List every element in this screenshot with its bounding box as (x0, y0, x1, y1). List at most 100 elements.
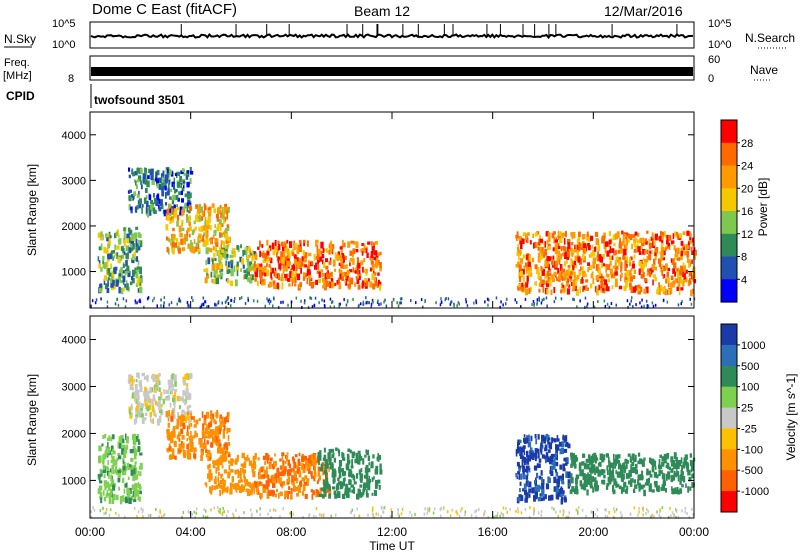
echo-cell (186, 425, 189, 433)
echo-cell (565, 260, 568, 264)
echo-cell (319, 250, 321, 256)
scatter-cell (690, 302, 693, 306)
echo-cell (296, 247, 300, 254)
echo-cell (280, 241, 284, 247)
scatter-cell (140, 507, 142, 511)
echo-cell (623, 233, 627, 238)
echo-cell (227, 471, 231, 476)
echo-cell (130, 206, 133, 212)
echo-cell (578, 467, 582, 471)
echo-cell (654, 481, 658, 488)
echo-cell (620, 266, 623, 271)
echo-cell (518, 275, 522, 282)
scatter-cell (313, 514, 315, 518)
scatter-cell (579, 299, 581, 303)
echo-cell (631, 263, 635, 269)
echo-cell (160, 403, 163, 408)
echo-cell (564, 274, 567, 280)
echo-cell (357, 450, 361, 455)
echo-cell (652, 279, 654, 286)
echo-cell (303, 240, 306, 247)
echo-cell (562, 284, 564, 288)
echo-cell (281, 452, 285, 457)
scatter-cell (529, 506, 531, 510)
colorbar-swatch (721, 233, 737, 258)
echo-cell (219, 479, 223, 485)
echo-cell (689, 277, 691, 283)
echo-cell (183, 172, 187, 176)
echo-cell (283, 470, 286, 475)
echo-cell (152, 418, 154, 424)
echo-cell (185, 234, 189, 242)
echo-cell (107, 280, 109, 287)
scatter-cell (603, 299, 606, 303)
echo-cell (228, 464, 231, 471)
echo-cell (536, 472, 539, 479)
echo-cell (167, 430, 170, 434)
echo-cell (136, 205, 139, 210)
echo-cell (525, 288, 529, 296)
echo-cell (662, 480, 666, 486)
echo-cell (660, 265, 663, 273)
echo-cell (616, 471, 621, 478)
echo-cell (578, 231, 581, 237)
echo-cell (674, 278, 677, 283)
echo-cell (251, 274, 254, 281)
echo-cell (625, 280, 628, 284)
echo-cell (598, 284, 601, 291)
echo-cell (300, 261, 304, 266)
echo-cell (554, 249, 558, 255)
scatter-cell (269, 509, 271, 512)
echo-cell (526, 465, 528, 470)
echo-cell (615, 256, 619, 263)
echo-cell (556, 438, 560, 442)
echo-cell (133, 465, 136, 469)
echo-cell (112, 462, 115, 467)
echo-cell (226, 214, 229, 220)
echo-cell (182, 239, 186, 245)
scatter-cell (215, 303, 218, 307)
scatter-cell (238, 515, 240, 519)
echo-cell (322, 470, 325, 476)
scatter-cell (659, 515, 662, 519)
echo-cell (112, 256, 114, 261)
echo-cell (219, 209, 222, 215)
echo-cell (116, 252, 119, 259)
echo-cell (286, 469, 289, 474)
scatter-cell (495, 296, 498, 300)
echo-cell (259, 481, 262, 485)
scatter-cell (475, 509, 478, 513)
echo-cell (347, 487, 351, 493)
echo-cell (350, 465, 354, 469)
echo-cell (595, 285, 598, 293)
echo-cell (107, 253, 110, 260)
echo-cell (518, 268, 523, 273)
echo-cell (572, 232, 576, 239)
echo-cell (150, 200, 153, 204)
echo-cell (643, 288, 647, 294)
scatter-cell (309, 296, 311, 300)
echo-cell (655, 474, 659, 479)
echo-cell (185, 416, 188, 424)
echo-cell (205, 247, 209, 255)
echo-cell (321, 272, 325, 278)
echo-cell (581, 461, 585, 466)
echo-cell (133, 468, 136, 475)
echo-cell (519, 286, 522, 290)
echo-cell (604, 279, 608, 285)
echo-cell (249, 265, 253, 271)
echo-cell (260, 275, 263, 282)
echo-cell (125, 433, 127, 440)
echo-cell (361, 251, 364, 256)
echo-cell (130, 457, 134, 462)
echo-cell (222, 448, 225, 453)
echo-cell (173, 389, 178, 393)
echo-cell (186, 438, 188, 442)
echo-cell (209, 248, 213, 253)
colorbar-tick-label: 100 (741, 382, 759, 394)
echo-cell (608, 460, 611, 467)
echo-cell (213, 279, 216, 284)
echo-cell (287, 476, 291, 483)
echo-cell (657, 287, 659, 294)
echo-cell (226, 224, 229, 228)
